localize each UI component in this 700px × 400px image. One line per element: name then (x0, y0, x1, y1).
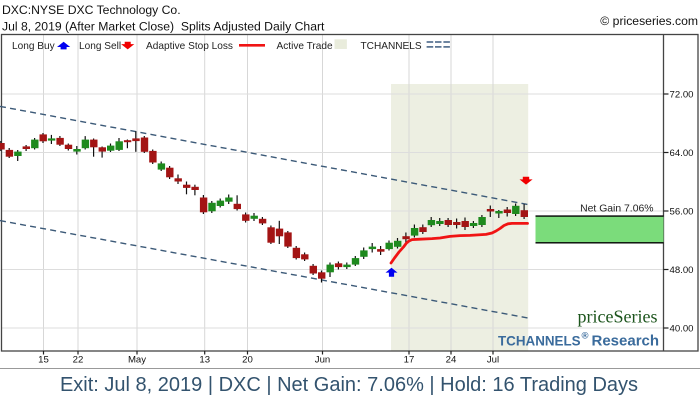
svg-text:Net Gain 7.06%: Net Gain 7.06% (580, 204, 653, 215)
svg-text:24: 24 (446, 355, 457, 366)
svg-text:64.00: 64.00 (670, 148, 694, 159)
svg-text:Long Sell: Long Sell (79, 41, 121, 52)
svg-text:Exit: Jul 8, 2019 | DXC | Net: Exit: Jul 8, 2019 | DXC | Net Gain: 7.06… (60, 374, 638, 396)
svg-text:15: 15 (38, 355, 49, 366)
svg-text:48.00: 48.00 (670, 265, 694, 276)
svg-text:Jun: Jun (315, 355, 330, 366)
svg-text:© priceseries.com: © priceseries.com (600, 14, 698, 28)
svg-text:TCHANNELS: TCHANNELS (361, 41, 422, 52)
svg-text:Jul: Jul (487, 355, 499, 366)
svg-text:DXC:NYSE DXC Technology Co.: DXC:NYSE DXC Technology Co. (2, 3, 181, 17)
svg-text:priceSeries: priceSeries (578, 307, 658, 327)
svg-text:Adaptive Stop Loss: Adaptive Stop Loss (146, 41, 233, 52)
svg-text:17: 17 (404, 355, 415, 366)
svg-text:Research: Research (592, 333, 660, 350)
svg-text:®: ® (582, 331, 589, 342)
svg-text:20: 20 (242, 355, 253, 366)
svg-text:22: 22 (73, 355, 84, 366)
svg-text:May: May (128, 355, 146, 366)
svg-text:13: 13 (199, 355, 210, 366)
svg-text:Active Trade: Active Trade (277, 41, 333, 52)
svg-text:Jul 8, 2019 (After Market Clos: Jul 8, 2019 (After Market Close) Splits … (2, 20, 325, 34)
svg-text:40.00: 40.00 (670, 323, 694, 334)
svg-text:TCHANNELS: TCHANNELS (498, 334, 581, 349)
svg-text:72.00: 72.00 (670, 89, 694, 100)
svg-text:56.00: 56.00 (670, 206, 694, 217)
svg-text:Long Buy: Long Buy (12, 41, 56, 52)
